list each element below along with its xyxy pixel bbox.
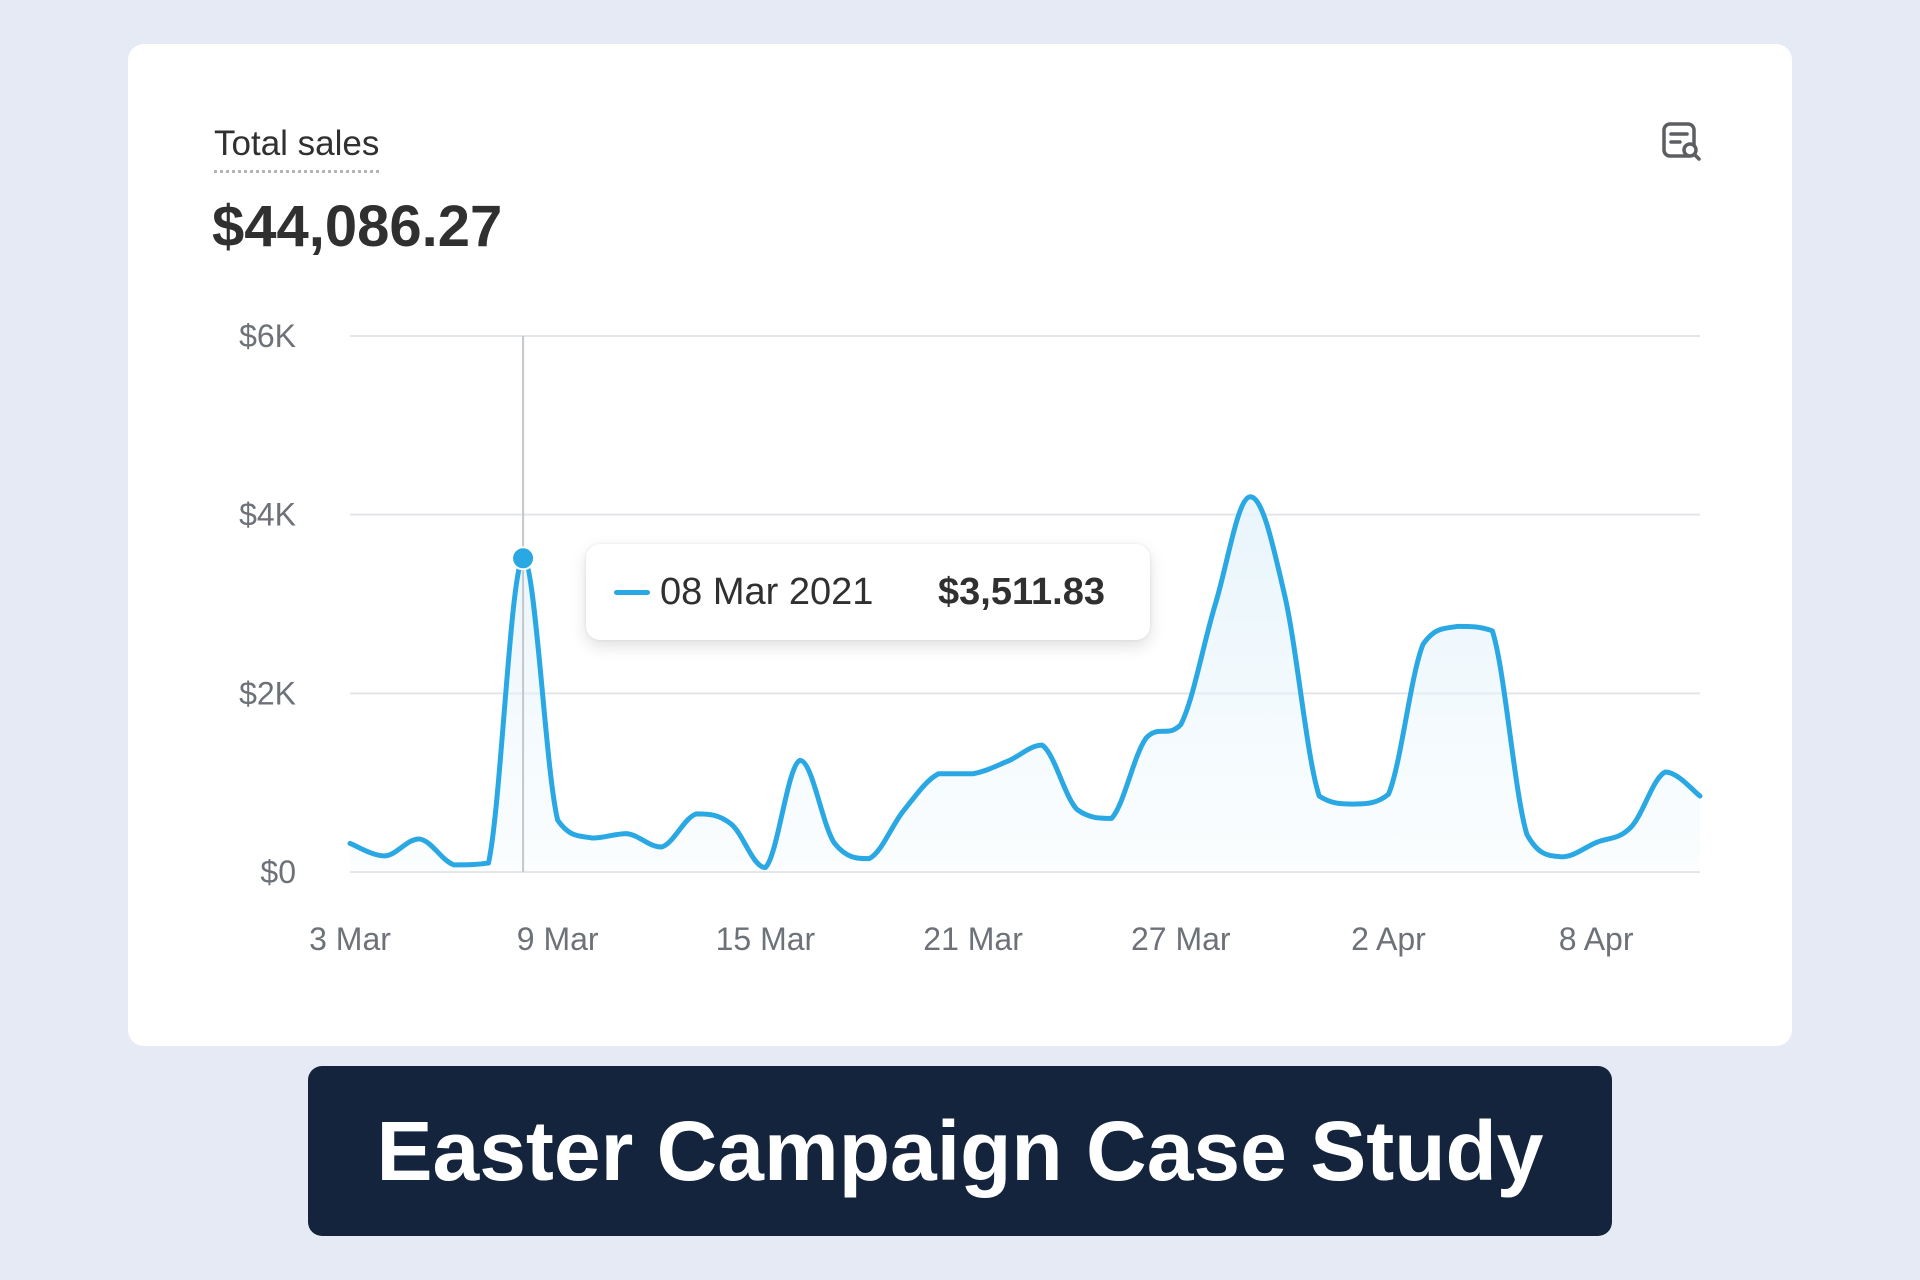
- chart-tooltip: 08 Mar 2021 $3,511.83: [586, 544, 1150, 640]
- metric-value: $44,086.27: [212, 194, 503, 259]
- x-tick-label: 8 Apr: [1559, 921, 1634, 957]
- tooltip-series-swatch: [614, 590, 650, 595]
- y-tick-label: $6K: [239, 318, 296, 354]
- metric-label[interactable]: Total sales: [214, 122, 380, 173]
- x-tick-label: 2 Apr: [1351, 921, 1426, 957]
- sales-chart: $0 $2K $4K $6K 3 Mar 9 Mar 15 Mar 21 Mar 27 Mar…: [239, 318, 1703, 957]
- sales-area-fill: [350, 496, 1700, 872]
- x-tick-label: 27 Mar: [1131, 921, 1231, 957]
- report-search-icon[interactable]: [1658, 118, 1706, 166]
- x-tick-label: 15 Mar: [716, 921, 816, 957]
- sales-card: Total sales $44,086.27 $0 $2K $4K $6K 3 Mar…: [128, 44, 1792, 1046]
- highlight-point[interactable]: [511, 546, 536, 571]
- y-tick-label: $2K: [239, 675, 296, 711]
- tooltip-date: 08 Mar 2021: [660, 571, 874, 613]
- title-banner: Easter Campaign Case Study: [308, 1066, 1612, 1236]
- x-tick-label: 9 Mar: [517, 921, 599, 957]
- y-tick-label: $4K: [239, 497, 296, 533]
- banner-title: Easter Campaign Case Study: [376, 1103, 1544, 1198]
- sales-series-line: [347, 494, 1703, 871]
- x-tick-label: 21 Mar: [923, 921, 1023, 957]
- y-tick-label: $0: [260, 854, 296, 890]
- tooltip-value: $3,511.83: [938, 571, 1105, 613]
- x-tick-label: 3 Mar: [309, 921, 391, 957]
